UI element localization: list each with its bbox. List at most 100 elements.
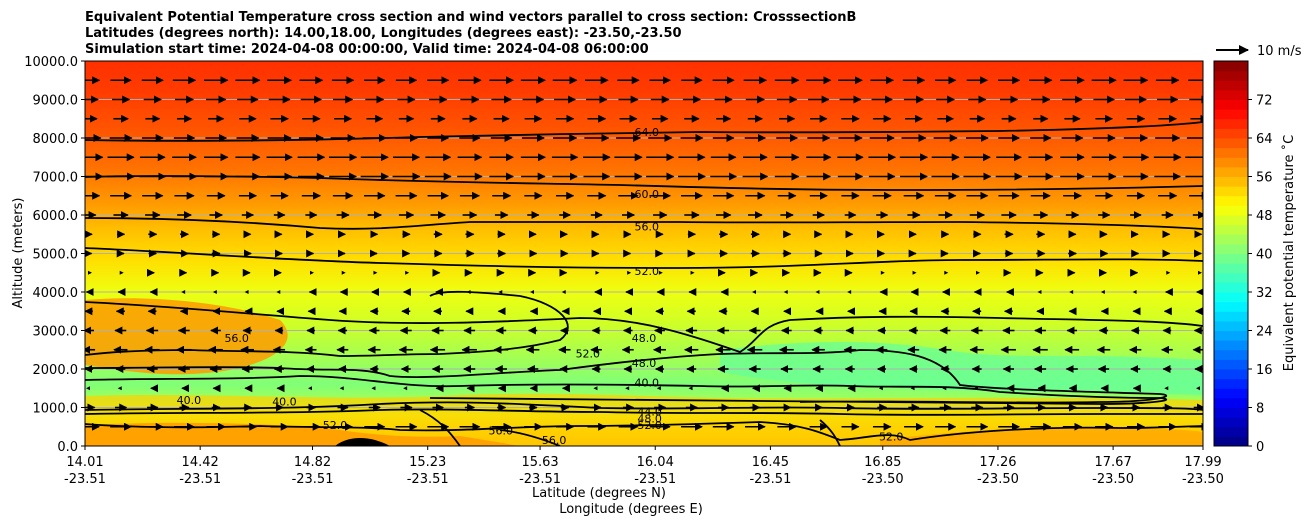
wind-vector <box>815 290 820 294</box>
colorbar-segment <box>1214 417 1248 428</box>
x-tick-label-lon: -23.50 <box>862 472 904 487</box>
x-tick-label-lon: -23.51 <box>634 472 676 487</box>
x-tick-label-lon: -23.51 <box>749 472 791 487</box>
colorbar-segment <box>1214 349 1248 360</box>
wind-vector <box>276 290 281 294</box>
x-tick-label-lat: 17.67 <box>1095 455 1132 470</box>
x-axis-label-lon: Longitude (degrees E) <box>559 502 703 517</box>
y-tick-label: 5000.0 <box>33 248 79 263</box>
colorbar-segment <box>1214 272 1248 283</box>
contour-label: 56.0 <box>635 221 660 234</box>
colorbar-segment <box>1214 70 1248 81</box>
colorbar-segment <box>1214 205 1248 216</box>
wind-vector <box>595 270 600 275</box>
x-tick-label-lat: 17.99 <box>1184 455 1221 470</box>
x-tick-label-lat: 16.45 <box>752 455 789 470</box>
wind-vector <box>878 386 883 391</box>
colorbar-segment <box>1214 282 1248 293</box>
contour-label: 48.0 <box>632 332 657 345</box>
y-tick-label: 4000.0 <box>33 286 79 301</box>
wind-vector <box>373 270 378 275</box>
wind-vector <box>244 290 249 294</box>
colorbar-tick-label: 0 <box>1256 440 1264 455</box>
wind-vector <box>339 386 344 391</box>
wind-vector <box>752 290 756 294</box>
contour-label: 56.0 <box>224 332 249 345</box>
wind-vector <box>1196 386 1200 391</box>
wind-vector <box>593 386 598 391</box>
wind-vector <box>976 270 980 275</box>
contour-label: 52.0 <box>879 430 904 443</box>
x-tick-label-lon: -23.51 <box>292 472 334 487</box>
contour-label: 48.0 <box>632 357 657 370</box>
quiver-key: 10 m/s <box>1216 44 1302 59</box>
plot-area: 64.060.056.052.048.052.048.040.044.048.0… <box>85 61 1203 446</box>
wind-vector <box>847 290 852 294</box>
colorbar-segment <box>1214 292 1248 303</box>
contour-label: 52.0 <box>637 419 662 432</box>
colorbar-tick-label: 24 <box>1256 325 1273 340</box>
colorbar-tick-label: 40 <box>1256 248 1273 263</box>
y-tick-label: 3000.0 <box>33 325 79 340</box>
y-tick-label: 9000.0 <box>33 94 79 109</box>
x-tick-label-lat: 14.42 <box>182 455 219 470</box>
colorbar-label: Equivalent potential temperature ˚C <box>1281 135 1297 371</box>
wind-vector <box>880 270 885 275</box>
colorbar-segment <box>1214 388 1248 399</box>
colorbar-segment <box>1214 426 1248 437</box>
x-tick-label-lon: -23.50 <box>977 472 1019 487</box>
colorbar-segment <box>1214 253 1248 264</box>
contour-label: 44.0 <box>637 405 662 418</box>
wind-vector <box>88 270 92 275</box>
wind-vector <box>561 290 566 294</box>
y-tick-label: 7000.0 <box>33 171 79 186</box>
wind-vector <box>912 270 917 275</box>
x-tick-label-lat: 15.23 <box>409 455 446 470</box>
wind-vector <box>308 386 312 391</box>
wind-vector <box>371 386 376 391</box>
colorbar-segment <box>1214 89 1248 100</box>
colorbar-segment <box>1214 128 1248 139</box>
x-axis: 14.01 -23.51 14.42 -23.51 14.82 -23.51 15.23 -2… <box>64 446 1224 487</box>
x-tick-label-lat: 14.82 <box>294 455 331 470</box>
surface-warm-right <box>880 427 1203 446</box>
contour-52-upper <box>85 247 1203 269</box>
wind-vector <box>405 270 410 275</box>
contour-label: 40.0 <box>635 376 660 389</box>
wind-vector <box>688 386 693 391</box>
low-level-warm-band <box>85 393 1203 446</box>
wind-vector <box>310 270 314 275</box>
y-tick-label: 2000.0 <box>33 363 79 378</box>
wind-vector <box>783 290 788 294</box>
colorbar-segment <box>1214 147 1248 158</box>
colorbar-tick-label: 56 <box>1256 171 1273 186</box>
colorbar-segment <box>1214 330 1248 341</box>
wind-vector <box>498 290 503 294</box>
x-tick-label-lat: 16.85 <box>864 455 901 470</box>
contour-56 <box>85 217 1203 230</box>
wind-vector <box>944 270 949 275</box>
colorbar-segment <box>1214 195 1248 206</box>
y-tick-label: 8000.0 <box>33 132 79 147</box>
contour-label: 52.0 <box>635 265 660 278</box>
terrain-bump <box>335 438 390 446</box>
colorbar-segment <box>1214 359 1248 370</box>
wind-vector <box>1100 290 1105 294</box>
colorbar-segment <box>1214 157 1248 168</box>
wind-vector <box>1069 290 1074 294</box>
colorbar-segment <box>1214 320 1248 331</box>
x-tick-label-lon: -23.51 <box>407 472 449 487</box>
colorbar-segment <box>1214 224 1248 235</box>
quiver-key-label: 10 m/s <box>1257 44 1302 59</box>
colorbar-tick-label: 16 <box>1256 363 1273 378</box>
wind-vector <box>627 270 632 275</box>
wind-vector <box>1164 386 1169 391</box>
wind-vectors <box>85 76 1203 431</box>
wind-vector <box>341 270 346 275</box>
colorbar-segment <box>1214 109 1248 120</box>
contour-64 <box>85 121 1203 142</box>
contour-44 <box>85 401 1203 411</box>
colorbar-tick-label: 32 <box>1256 286 1273 301</box>
contour-40 <box>85 375 1168 405</box>
colorbar-segment <box>1214 61 1248 72</box>
